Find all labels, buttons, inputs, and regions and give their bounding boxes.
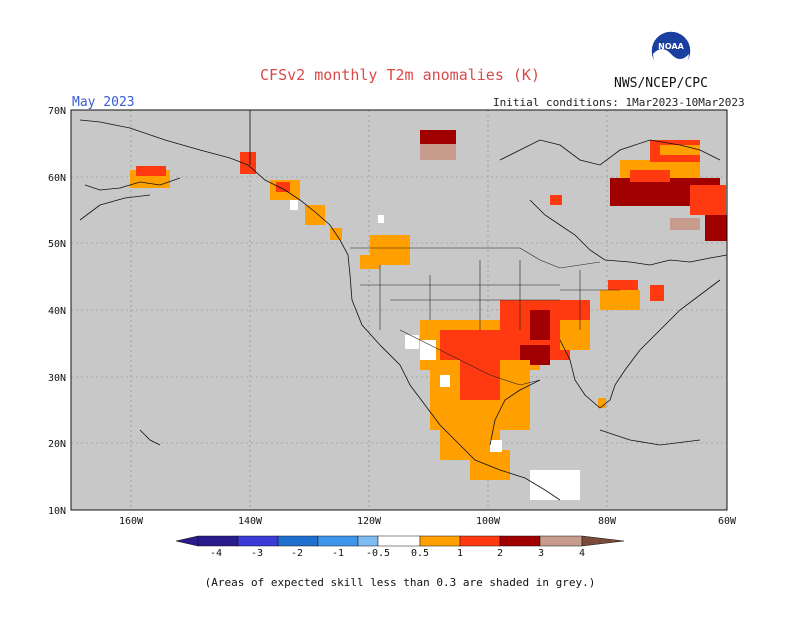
legend-swatch bbox=[499, 535, 541, 547]
lon-tick-label: 60W bbox=[718, 516, 737, 527]
lon-tick-label: 100W bbox=[476, 516, 501, 527]
legend-arrow-left bbox=[175, 535, 199, 547]
lat-tick-label: 10N bbox=[48, 506, 66, 517]
legend-swatch bbox=[197, 535, 239, 547]
lat-tick-label: 70N bbox=[48, 106, 66, 117]
legend-swatch bbox=[377, 535, 421, 547]
legend-label: -1 bbox=[332, 548, 344, 559]
legend-arrow-right bbox=[581, 535, 625, 547]
legend-label: -2 bbox=[291, 548, 303, 559]
skill-note: (Areas of expected skill less than 0.3 a… bbox=[204, 576, 596, 589]
chart-title: CFSv2 monthly T2m anomalies (K) bbox=[260, 66, 540, 84]
legend-label: 1 bbox=[457, 548, 463, 559]
lon-tick-label: 160W bbox=[119, 516, 144, 527]
legend-label: -4 bbox=[210, 548, 222, 559]
lon-tick-label: 80W bbox=[598, 516, 617, 527]
legend-swatch bbox=[357, 535, 379, 547]
legend-colorbar: -4 -3 -2 -1 -0.5 0.5 1 2 3 4 bbox=[175, 535, 625, 559]
legend-swatch bbox=[459, 535, 501, 547]
legend-label: 0.5 bbox=[411, 548, 429, 559]
legend-label: 3 bbox=[538, 548, 544, 559]
agency-label: NWS/NCEP/CPC bbox=[614, 76, 708, 91]
logo-text: NOAA bbox=[658, 42, 684, 51]
lon-tick-labels: 160W 140W 120W 100W 80W 60W bbox=[119, 516, 737, 527]
map-frame bbox=[70, 109, 728, 511]
lat-tick-label: 40N bbox=[48, 306, 66, 317]
lon-tick-label: 140W bbox=[238, 516, 263, 527]
lat-tick-label: 60N bbox=[48, 173, 66, 184]
forecast-month: May 2023 bbox=[72, 95, 135, 110]
coastlines bbox=[79, 110, 728, 501]
legend-swatch bbox=[419, 535, 461, 547]
legend-swatch bbox=[277, 535, 319, 547]
legend-swatch bbox=[317, 535, 359, 547]
legend-label: 2 bbox=[497, 548, 503, 559]
legend-label: 4 bbox=[579, 548, 585, 559]
borders bbox=[350, 247, 620, 386]
lon-tick-label: 120W bbox=[357, 516, 382, 527]
legend-label: -0.5 bbox=[366, 548, 390, 559]
lat-tick-label: 50N bbox=[48, 239, 66, 250]
lat-tick-labels: 70N 60N 50N 40N 30N 20N 10N bbox=[48, 106, 66, 517]
legend-label: -3 bbox=[251, 548, 263, 559]
legend-swatch bbox=[539, 535, 583, 547]
initial-conditions: Initial conditions: 1Mar2023-10Mar2023 bbox=[493, 96, 745, 109]
lat-tick-label: 20N bbox=[48, 439, 66, 450]
lat-tick-label: 30N bbox=[48, 373, 66, 384]
legend-swatch bbox=[237, 535, 279, 547]
noaa-logo-icon: NOAA bbox=[650, 30, 692, 72]
